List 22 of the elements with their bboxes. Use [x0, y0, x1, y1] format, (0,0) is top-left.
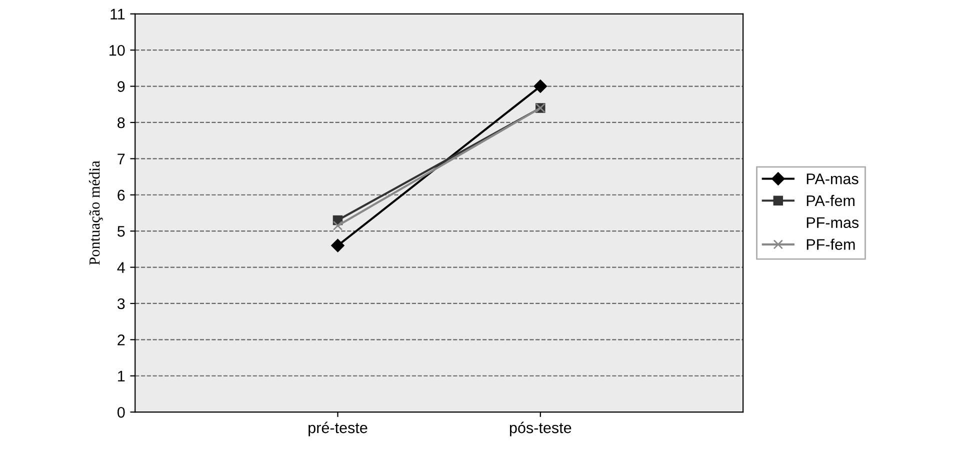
- point: [534, 80, 547, 93]
- y-tick-label: 0: [117, 406, 125, 418]
- y-tick-label: 8: [118, 117, 125, 128]
- legend-label: PF-fem: [806, 238, 855, 250]
- x-tick-label: pré-teste: [308, 422, 368, 436]
- y-tick-label: 10: [110, 44, 125, 56]
- text: PF-mas: [806, 217, 859, 228]
- y-tick-label: 5: [117, 226, 125, 237]
- y-tick-label: 3: [117, 298, 125, 310]
- y-tick-label: 11: [110, 8, 125, 20]
- x-tick-label: pós-teste: [510, 422, 572, 436]
- y-tick-label: 7: [118, 154, 125, 164]
- point: [331, 238, 344, 252]
- legend-label: PA-mas: [806, 174, 858, 184]
- y-tick-label: 6: [118, 190, 125, 201]
- y-tick-label: 9: [118, 81, 125, 92]
- point: [332, 220, 343, 231]
- y-axis-title: Pontuação média: [88, 160, 103, 265]
- y-tick-label: 4: [117, 262, 125, 273]
- y-tick-label: 2: [118, 334, 125, 346]
- y-tick-label: 1: [118, 370, 125, 382]
- legend-label: PA-fem: [806, 194, 854, 206]
